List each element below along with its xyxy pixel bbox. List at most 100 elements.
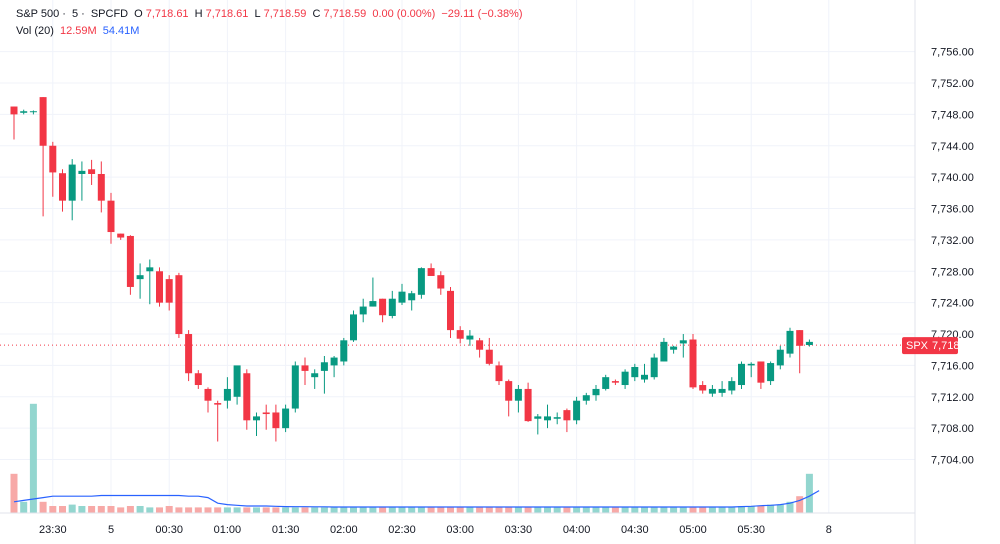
volume-label[interactable]: Vol (20) (16, 25, 54, 37)
candle-body (165, 279, 173, 303)
candle-body (369, 301, 377, 307)
candle-body (97, 173, 105, 201)
volume-bar (10, 473, 18, 513)
volume-bar (631, 507, 639, 513)
volume-bar (650, 507, 658, 513)
volume-bar (29, 403, 37, 513)
candle-body (204, 388, 212, 401)
time-tick-label: 8 (826, 524, 832, 536)
volume-bar (805, 473, 813, 513)
volume-bar (185, 507, 193, 513)
price-tick-label: 7,704.00 (931, 455, 974, 467)
symbol-name[interactable]: S&P 500 (16, 8, 60, 20)
candle-body (602, 377, 610, 389)
volume-bar (447, 507, 454, 513)
candle-body (670, 346, 678, 350)
volume-bar (398, 507, 406, 513)
low-value: 7,718.59 (263, 8, 307, 20)
volume-bar (582, 507, 590, 513)
candle-body (427, 268, 435, 276)
volume-bar (126, 506, 134, 513)
volume-bar (282, 507, 290, 513)
candle-body (107, 200, 115, 233)
volume-bar (311, 507, 319, 513)
candles (10, 97, 813, 442)
candle-body (417, 268, 425, 295)
volume-bar (747, 506, 755, 513)
volume-bar (262, 507, 270, 513)
price-tick-label: 7,716.00 (931, 360, 974, 372)
volume-bar (728, 507, 736, 513)
candle-body (311, 373, 319, 378)
candle-body (29, 111, 37, 113)
price-tick-label: 7,748.00 (931, 109, 974, 121)
candle-body (136, 275, 144, 280)
candle-body (388, 298, 396, 316)
candle-body (282, 408, 290, 429)
volume-bar (466, 507, 474, 513)
volume-bar (514, 507, 522, 513)
volume-bar (146, 507, 154, 513)
interval[interactable]: 5 (71, 8, 79, 20)
time-tick-label: 00:30 (155, 524, 183, 536)
candle-body (214, 403, 222, 405)
volume-bar (776, 504, 784, 513)
candle-body (78, 170, 86, 174)
candle-body (408, 293, 416, 301)
volume-bar (253, 507, 260, 513)
volume-bar (20, 501, 28, 513)
last-price-tag: SPX 7,718.59 (902, 337, 975, 355)
candle-body (476, 340, 484, 350)
price-tag-value: 7,718.59 (932, 340, 975, 352)
price-axis: 7,756.00 7,752.00 7,748.00 7,744.00 7,740.00… (931, 47, 974, 467)
candle-body (582, 395, 590, 401)
volume-bar (68, 504, 76, 513)
volume-bar (340, 507, 348, 513)
candle-body (660, 341, 668, 362)
time-tick-label: 23:30 (39, 524, 67, 536)
volume-bar (175, 507, 183, 513)
volume-bar (243, 507, 251, 513)
volume-bar (291, 507, 299, 513)
candle-body (621, 371, 629, 386)
candle-body (350, 314, 357, 341)
time-axis: 23:30 5 00:30 01:00 01:30 02:00 02:30 03:00 03:3… (39, 524, 832, 536)
high-value: 7,718.61 (205, 8, 249, 20)
candle-body (650, 357, 658, 378)
candle-body (156, 271, 163, 303)
volume-bar (786, 501, 794, 513)
candle-body (379, 298, 387, 316)
volume-bar (534, 507, 542, 513)
volume-bar (718, 507, 726, 513)
volume-value: 12.59M (59, 25, 97, 37)
candle-body (514, 388, 522, 401)
time-tick-label: 04:30 (621, 524, 649, 536)
price-tick-label: 7,740.00 (931, 172, 974, 184)
candle-body (631, 366, 639, 378)
candle-body (689, 339, 697, 388)
candle-body (466, 335, 474, 340)
candle-body (524, 388, 532, 422)
volume-bar (156, 507, 163, 513)
volume-bar (320, 507, 328, 513)
volume-bar (214, 507, 222, 513)
candle-body (10, 106, 18, 115)
open-label: O (134, 8, 143, 20)
candle-body (485, 349, 493, 364)
candle-body (447, 290, 454, 331)
candle-body (544, 416, 551, 421)
open-value: 7,718.61 (145, 8, 189, 20)
candle-body (796, 330, 804, 346)
candle-body (117, 233, 125, 238)
candle-body (805, 341, 813, 346)
volume-legend[interactable]: Vol (20) 12.59M 54.41M (16, 25, 142, 37)
candle-body (233, 365, 241, 397)
candle-body (330, 357, 338, 366)
high-label: H (194, 8, 203, 20)
volume-bar (670, 507, 678, 513)
volume-bar (233, 507, 241, 513)
volume-bar (194, 507, 202, 513)
volume-bar (767, 504, 775, 513)
